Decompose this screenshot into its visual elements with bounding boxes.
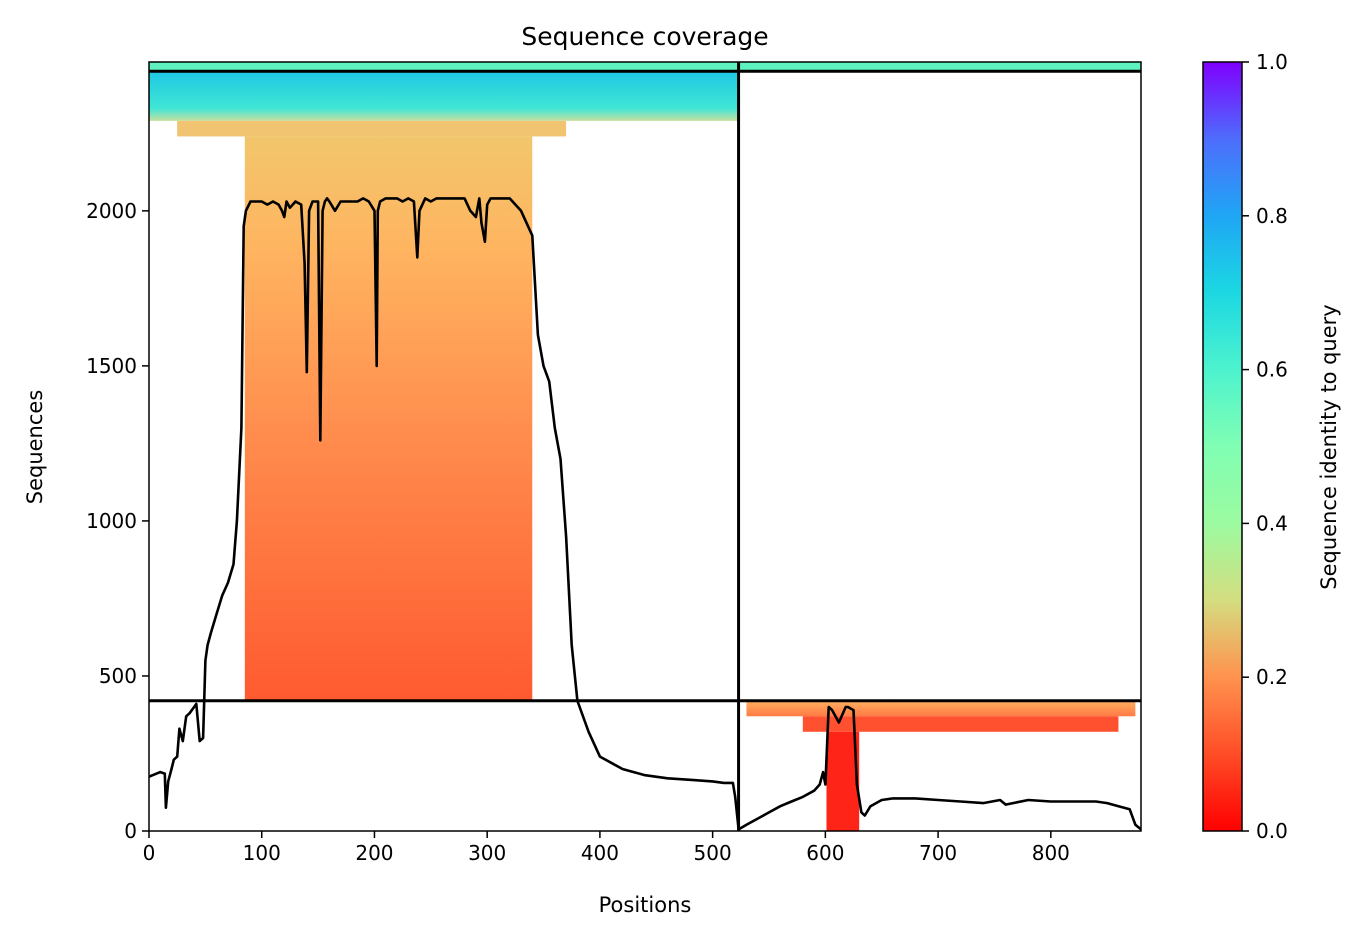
x-tick-label: 200: [355, 841, 393, 865]
colorbar-label: Sequence identity to query: [1317, 304, 1341, 589]
x-tick-label: 400: [581, 841, 619, 865]
y-tick-label: 0: [124, 819, 137, 843]
colorbar-tick-label: 0.6: [1256, 358, 1288, 382]
x-tick-label: 800: [1032, 841, 1070, 865]
y-tick-label: 1500: [86, 354, 137, 378]
y-tick-label: 1000: [86, 509, 137, 533]
y-axis: 0 500 1000 1500 2000: [86, 199, 149, 843]
coverage-line: [149, 197, 1141, 831]
coverage-block-chain2-mid: [802, 716, 1119, 732]
colorbar-tick-label: 0.4: [1256, 511, 1288, 535]
coverage-heatmap: [149, 62, 1141, 831]
plot-frame: [148, 61, 1142, 832]
coverage-block-chain1-main: [244, 136, 533, 701]
y-tick-label: 2000: [86, 199, 137, 223]
x-tick-label: 0: [143, 841, 156, 865]
coverage-block-chain2-top: [746, 700, 1136, 717]
colorbar-tick-label: 1.0: [1256, 50, 1288, 74]
coverage-block-query-rows: [149, 62, 1141, 72]
colorbar-gradient: [1202, 61, 1243, 832]
colorbar-tick-label: 0.0: [1256, 819, 1288, 843]
colorbar-tick-label: 0.2: [1256, 665, 1288, 689]
x-axis: 0 100 200 300 400 500 600 700 800: [143, 831, 1070, 865]
colorbar-ticks: 0.0 0.2 0.4 0.6 0.8 1.0: [1242, 50, 1288, 843]
y-axis-label: Sequences: [23, 390, 47, 505]
chart-title: Sequence coverage: [521, 22, 768, 51]
x-tick-label: 500: [694, 841, 732, 865]
x-tick-label: 100: [243, 841, 281, 865]
x-tick-label: 300: [468, 841, 506, 865]
colorbar: 0.0 0.2 0.4 0.6 0.8 1.0 Sequence identity to …: [1202, 50, 1341, 843]
coverage-block-chain1-band: [177, 120, 567, 137]
y-tick-label: 500: [99, 664, 137, 688]
colorbar-tick-label: 0.8: [1256, 204, 1288, 228]
x-tick-label: 600: [806, 841, 844, 865]
chain-boundaries: [149, 62, 1141, 831]
x-axis-label: Positions: [599, 893, 692, 917]
coverage-block-chain2-core: [826, 731, 860, 831]
x-tick-label: 700: [919, 841, 957, 865]
coverage-block-chain1-high-identity: [149, 71, 739, 121]
